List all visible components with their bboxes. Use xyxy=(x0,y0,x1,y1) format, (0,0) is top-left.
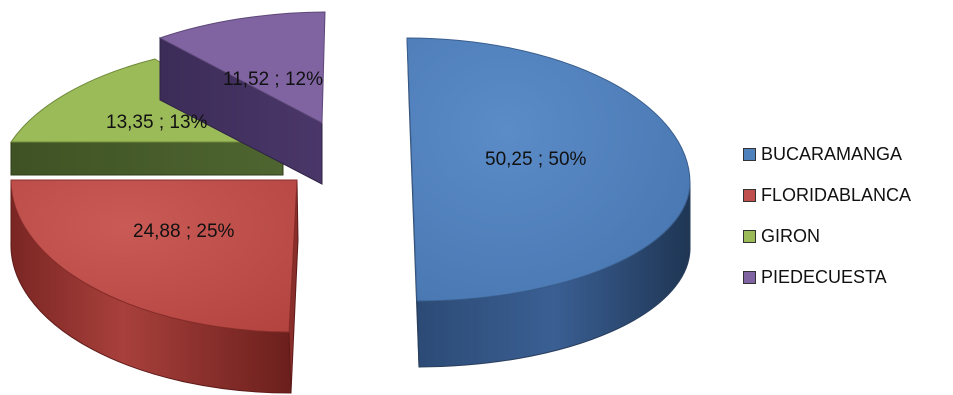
slice-floridablanca-top xyxy=(10,179,298,333)
slice-bucaramanga-top xyxy=(406,37,691,302)
legend-swatch-giron xyxy=(743,230,756,243)
legend-item-floridablanca: FLORIDABLANCA xyxy=(743,175,953,216)
legend-swatch-piedecuesta xyxy=(743,271,756,284)
slice-label-bucaramanga: 50,25 ; 50% xyxy=(485,149,587,170)
legend-label-piedecuesta: PIEDECUESTA xyxy=(761,267,887,287)
legend-item-bucaramanga: BUCARAMANGA xyxy=(743,134,953,175)
slice-piedecuesta-top xyxy=(158,11,326,124)
slice-label-giron: 13,35 ; 13% xyxy=(106,112,208,133)
slice-piedecuesta xyxy=(158,11,326,185)
legend-item-giron: GIRON xyxy=(743,216,953,257)
legend-label-floridablanca: FLORIDABLANCA xyxy=(761,185,912,205)
legend-swatch-floridablanca xyxy=(743,189,756,202)
legend-label-bucaramanga: BUCARAMANGA xyxy=(761,144,903,164)
slice-giron-side xyxy=(10,141,284,176)
slice-label-floridablanca: 24,88 ; 25% xyxy=(133,221,235,242)
chart-legend: BUCARAMANGA FLORIDABLANCA GIRON PIEDECUE… xyxy=(743,134,953,298)
legend-label-giron: GIRON xyxy=(761,226,821,246)
slice-label-piedecuesta: 11,52 ; 12% xyxy=(223,69,323,90)
slice-bucaramanga xyxy=(406,37,691,368)
legend-swatch-bucaramanga xyxy=(743,148,756,161)
slice-floridablanca xyxy=(10,179,299,394)
legend-item-piedecuesta: PIEDECUESTA xyxy=(743,257,953,298)
